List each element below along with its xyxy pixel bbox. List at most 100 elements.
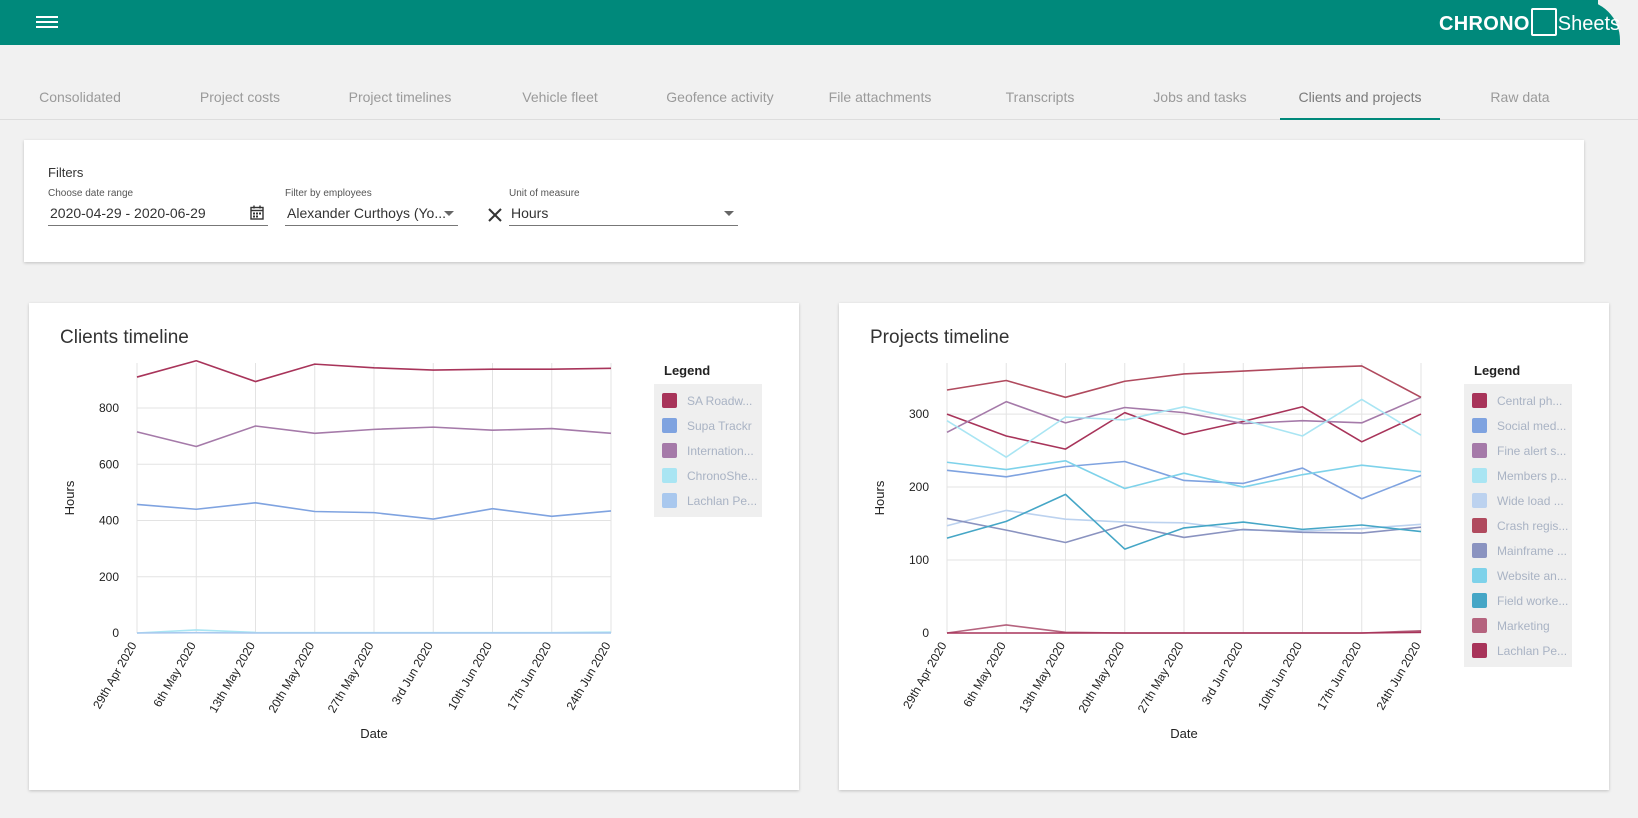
legend-item[interactable]: Supa Trackr [654,413,762,438]
legend-item[interactable]: Social med... [1464,413,1572,438]
series-line-6 [946,365,1422,399]
employee-filter-select[interactable]: Alexander Curthoys (Yo... [285,203,458,226]
tab-consolidated[interactable]: Consolidated [39,89,121,105]
date-range-input[interactable]: 2020-04-29 - 2020-06-29 [48,203,268,226]
series-line-3 [946,396,1422,434]
legend-label: Central ph... [1497,393,1563,408]
legend-item[interactable]: Mainframe ... [1464,538,1572,563]
series-line-8 [946,459,1422,490]
legend-item[interactable]: ChronoShe... [654,463,762,488]
x-tick-label: 10th Jun 2020 [445,639,495,712]
clients-timeline-card: Clients timeline 0 200 400 600 800 29th Apr 2… [29,303,799,790]
tab-transcripts[interactable]: Transcripts [1005,89,1075,105]
report-tabs: Consolidated Project costs Project timelin… [0,76,1638,120]
y-tick-label: 300 [909,407,929,421]
clients-legend: Legend SA Roadw... Supa Trackr Internation… [654,363,762,517]
hamburger-menu-icon[interactable] [36,13,58,31]
tab-vehicle-fleet[interactable]: Vehicle fleet [522,89,598,105]
tab-clients-and-projects[interactable]: Clients and projects [1280,76,1440,120]
tab-project-costs[interactable]: Project costs [199,89,281,105]
legend-swatch [662,393,677,408]
legend-item[interactable]: SA Roadw... [654,388,762,413]
legend-item[interactable]: Internation... [654,438,762,463]
chronosheets-logo[interactable]: CHRONO Sheets [1439,8,1620,38]
x-tick-label: 20th May 2020 [1076,639,1128,715]
y-tick-label: 0 [112,626,119,640]
legend-swatch [1472,393,1487,408]
y-tick-label: 0 [922,626,929,640]
series-line-5 [946,509,1422,532]
unit-of-measure-select[interactable]: Hours [509,203,738,226]
x-axis-label: Date [1170,726,1197,741]
logo-document-icon [1530,8,1557,36]
legend-item[interactable]: Crash regis... [1464,513,1572,538]
legend-label: SA Roadw... [687,393,753,408]
tab-project-timelines[interactable]: Project timelines [348,89,452,105]
legend-label: Fine alert s... [1497,443,1567,458]
x-tick-label: 3rd Jun 2020 [1199,639,1246,707]
legend-swatch [1472,443,1487,458]
tab-geofence-activity[interactable]: Geofence activity [666,89,774,105]
legend-item[interactable]: Lachlan Pe... [1464,638,1572,663]
clients-legend-list: SA Roadw... Supa Trackr Internation... Chro… [654,384,762,517]
x-tick-label: 24th Jun 2020 [1373,639,1423,712]
filters-title: Filters [48,165,84,180]
legend-swatch [662,443,677,458]
legend-label: Supa Trackr [687,418,752,433]
legend-label: Field worke... [1497,593,1569,608]
legend-label: Lachlan Pe... [687,493,758,508]
logo-text-chrono: CHRONO [1439,12,1530,35]
tab-jobs-and-tasks[interactable]: Jobs and tasks [1153,89,1247,105]
legend-swatch [1472,618,1487,633]
legend-item[interactable]: Website an... [1464,563,1572,588]
legend-item[interactable]: Members p... [1464,463,1572,488]
clear-employees-close-icon[interactable] [486,206,504,224]
series-line-3 [136,425,612,448]
top-app-bar-bg [0,0,1620,45]
y-tick-label: 200 [99,570,119,584]
unit-of-measure-field[interactable]: Unit of measure Hours [509,188,738,226]
series-line-4 [946,398,1422,458]
legend-item[interactable]: Fine alert s... [1464,438,1572,463]
legend-swatch [1472,468,1487,483]
legend-label: Members p... [1497,468,1568,483]
legend-label: Internation... [687,443,754,458]
legend-item[interactable]: Lachlan Pe... [654,488,762,513]
legend-item[interactable]: Field worke... [1464,588,1572,613]
date-range-field[interactable]: Choose date range 2020-04-29 - 2020-06-2… [48,188,268,226]
x-tick-label: 3rd Jun 2020 [389,639,436,707]
projects-legend-title: Legend [1474,363,1521,378]
x-tick-label: 20th May 2020 [266,639,318,715]
employee-filter-label: Filter by employees [285,188,372,199]
legend-item[interactable]: Central ph... [1464,388,1572,413]
y-tick-label: 400 [99,514,119,528]
legend-item[interactable]: Marketing [1464,613,1572,638]
legend-label: Lachlan Pe... [1497,643,1568,658]
legend-label: ChronoShe... [687,468,758,483]
date-range-value: 2020-04-29 - 2020-06-29 [50,205,206,221]
x-tick-label: 13th May 2020 [206,639,258,715]
tab-raw-data[interactable]: Raw data [1490,89,1550,105]
calendar-icon[interactable] [250,205,264,220]
unit-of-measure-label: Unit of measure [509,188,580,199]
series-line-2 [136,501,612,520]
x-tick-label: 27th May 2020 [1135,639,1187,715]
x-tick-label: 17th Jun 2020 [504,639,554,712]
employee-filter-field[interactable]: Filter by employees Alexander Curthoys (… [285,188,458,226]
series-line-7 [946,517,1422,544]
x-tick-label: 17th Jun 2020 [1314,639,1364,712]
tab-file-attachments[interactable]: File attachments [828,89,932,105]
projects-legend: Legend Central ph... Social med... Fine al… [1464,363,1572,667]
top-app-bar: CHRONO Sheets [0,0,1638,45]
series-line-11 [947,631,1422,634]
legend-swatch [1472,518,1487,533]
x-axis-label: Date [360,726,387,741]
employee-filter-value: Alexander Curthoys (Yo... [287,205,447,221]
x-tick-label: 29th Apr 2020 [90,639,140,711]
series-line-1 [946,405,1422,450]
legend-item[interactable]: Wide load ... [1464,488,1572,513]
logo-text-sheets: Sheets [1557,12,1620,35]
legend-label: Mainframe ... [1497,543,1568,558]
projects-legend-list: Central ph... Social med... Fine alert s..… [1464,384,1572,667]
legend-swatch [662,493,677,508]
